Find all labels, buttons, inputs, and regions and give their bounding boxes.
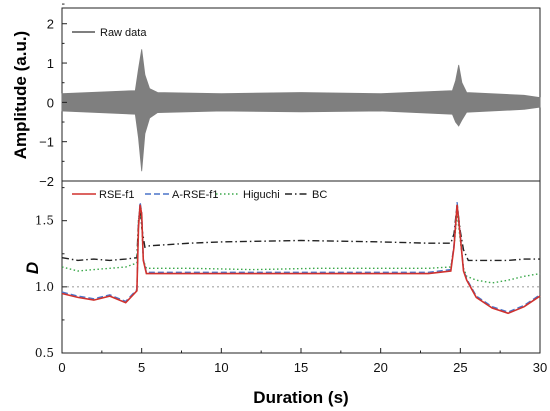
top-marks: [61, 49, 541, 172]
bottom-legend: RSE-f1 A-RSE-f1 Higuchi BC: [72, 189, 327, 201]
xtick-label: 25: [453, 360, 467, 375]
bottom-yticks: 0.5 1.0 1.5: [35, 187, 67, 360]
top-ytick-label: 0: [47, 95, 54, 110]
series-bc: [61, 204, 540, 262]
xtick-label: 20: [373, 360, 387, 375]
series-higuchi: [61, 207, 541, 284]
xtick-label: 0: [58, 360, 65, 375]
top-panel: −2 −1 0 1 2 Raw data Amplitude (a.u.): [11, 3, 541, 189]
xtick-label: 10: [214, 360, 228, 375]
bottom-ytick-label: 1.0: [35, 280, 54, 294]
legend-label: RSE-f1: [99, 189, 134, 201]
top-ytick-label: −2: [39, 174, 54, 189]
xtick-label: 30: [533, 360, 547, 375]
bottom-ytick-label: 1.5: [35, 214, 54, 228]
xtick-label: 5: [138, 360, 145, 375]
bottom-ytick-label: 0.5: [35, 346, 54, 360]
bottom-panel: 0.5 1.0 1.5 0 5 10 15 20 25 30 RSE-f1 A-RSE-f1 Hig…: [23, 180, 547, 407]
series-raw-data: [61, 49, 541, 172]
top-ytick-label: 1: [47, 56, 54, 71]
bottom-ylabel: D: [23, 262, 42, 274]
top-ytick-label: −1: [39, 135, 54, 150]
legend-label: BC: [312, 189, 327, 201]
top-yticks: −2 −1 0 1 2: [39, 3, 67, 189]
top-ytick-label: 2: [47, 17, 54, 32]
legend-label: A-RSE-f1: [172, 189, 218, 201]
top-ylabel: Amplitude (a.u.): [11, 31, 30, 159]
bottom-xticks: 0 5 10 15 20 25 30: [58, 348, 547, 375]
xtick-label: 15: [294, 360, 308, 375]
legend-label-raw-data: Raw data: [100, 27, 147, 39]
bottom-xlabel: Duration (s): [253, 388, 348, 407]
series-a-rse-f1: [61, 202, 541, 313]
bottom-plot-frame: [61, 180, 541, 354]
bottom-marks: [61, 202, 541, 315]
top-legend: Raw data: [72, 27, 147, 39]
series-rse-f1: [61, 204, 541, 315]
legend-label: Higuchi: [243, 189, 280, 201]
